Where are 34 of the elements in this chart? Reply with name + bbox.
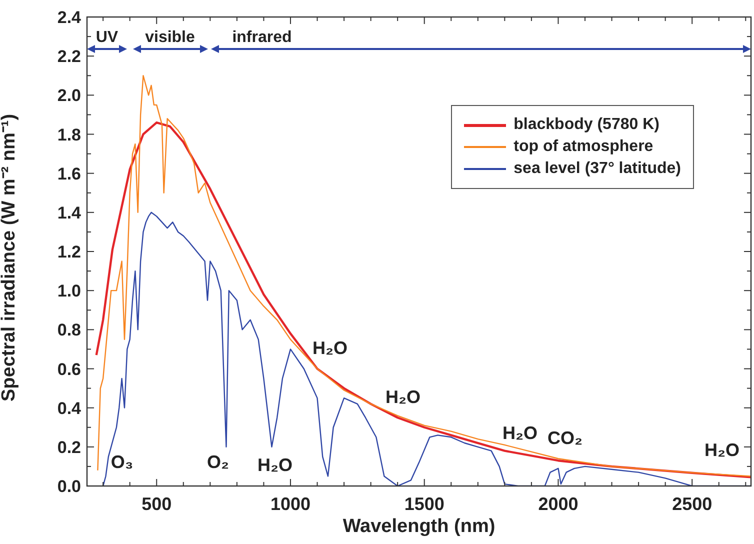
- y-tick-label: 0.0: [57, 477, 81, 496]
- legend-label: sea level (37° latitude): [514, 159, 681, 179]
- y-tick-label: 0.6: [57, 360, 81, 379]
- annotation: infrared: [232, 29, 292, 46]
- y-axis-title: Spectral irradiance (W m⁻² nm⁻¹): [0, 114, 20, 402]
- annotation: O₃: [110, 452, 134, 472]
- y-tick-label: 2.0: [57, 86, 81, 106]
- y-tick-label: 0.8: [57, 320, 81, 340]
- x-tick-label: 1500: [404, 494, 444, 514]
- y-tick-label: 1.8: [57, 125, 81, 144]
- annotation: H₂O: [502, 423, 538, 443]
- annotation: visible: [145, 29, 195, 46]
- legend-label: top of atmosphere: [514, 137, 654, 157]
- y-tick-label: 1.4: [57, 203, 82, 222]
- y-tick-label: 1.0: [57, 282, 81, 301]
- x-tick-label: 1000: [270, 494, 311, 514]
- y-tick-label: 2.4: [57, 8, 82, 27]
- x-tick-label: 2000: [538, 494, 578, 514]
- x-tick-label: 500: [142, 494, 172, 514]
- y-tick-label: 1.2: [57, 242, 81, 262]
- annotation: CO₂: [548, 428, 582, 448]
- y-tick-label: 0.4: [57, 398, 82, 418]
- annotation: H₂O: [704, 440, 740, 460]
- annotation: H₂O: [312, 338, 348, 358]
- y-tick-label: 0.2: [57, 438, 81, 457]
- y-tick-label: 2.2: [57, 47, 81, 66]
- y-tick-label: 1.6: [57, 164, 81, 184]
- x-tick-label: 2500: [672, 494, 712, 514]
- annotation: H₂O: [258, 455, 292, 475]
- annotation: H₂O: [386, 387, 420, 407]
- legend-label: blackbody (5780 K): [514, 115, 660, 135]
- x-axis-title: Wavelength (nm): [342, 516, 496, 537]
- annotation: O₂: [207, 452, 229, 472]
- annotation: UV: [96, 29, 118, 46]
